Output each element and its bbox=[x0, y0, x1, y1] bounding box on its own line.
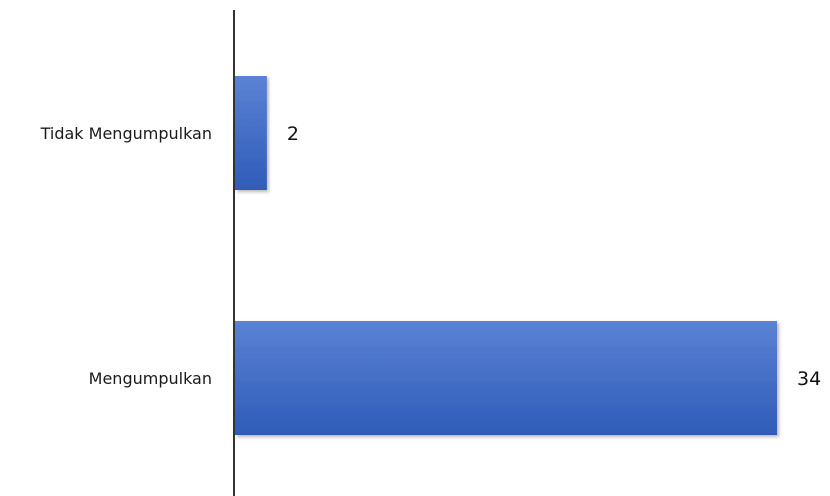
labels-layer: Tidak Mengumpulkan 2 Mengumpulkan 34 bbox=[40, 123, 822, 390]
category-label-tidak-mengumpulkan: Tidak Mengumpulkan bbox=[40, 124, 212, 143]
value-label-tidak-mengumpulkan: 2 bbox=[287, 123, 299, 145]
category-label-mengumpulkan: Mengumpulkan bbox=[89, 369, 212, 388]
bars-layer bbox=[235, 76, 777, 435]
bar-mengumpulkan bbox=[235, 321, 777, 435]
value-label-mengumpulkan: 34 bbox=[797, 368, 821, 390]
bar-tidak-mengumpulkan bbox=[235, 76, 267, 190]
